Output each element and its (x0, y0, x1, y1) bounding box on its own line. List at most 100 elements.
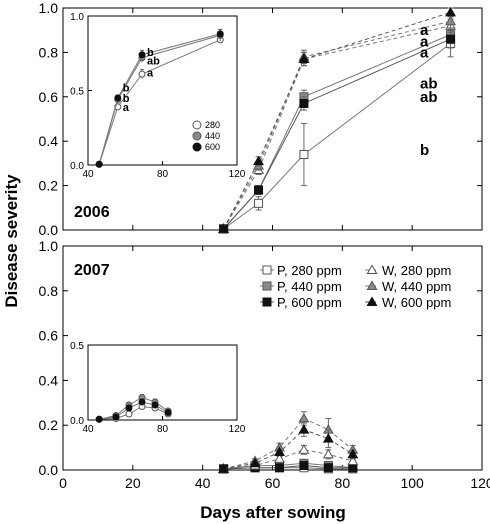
data-point (218, 223, 230, 233)
inset-y-tick-label: 0.0 (70, 416, 84, 427)
inset-x-tick-label: 80 (157, 424, 169, 435)
inset-series-line (98, 33, 221, 165)
y-tick-label: 0.2 (39, 417, 59, 433)
inset-legend-label: 600 (205, 142, 220, 152)
significance-letter: ab (420, 75, 438, 92)
y-tick-label: 0.0 (39, 222, 59, 238)
data-point (446, 34, 456, 44)
legend-label: W, 600 ppm (382, 295, 451, 310)
inset-significance-letter: a (147, 68, 154, 80)
legend-label: P, 600 ppm (277, 295, 342, 310)
y-tick-label: 0.2 (39, 178, 59, 194)
inset-data-point (151, 401, 159, 409)
series-line (223, 43, 451, 230)
inset-data-point (125, 404, 133, 412)
significance-letter: a (420, 44, 429, 61)
inset-series-line (98, 39, 221, 165)
inset-data-point (138, 51, 146, 59)
panel-2007-inset: 0.0 0.5 40 80 120 (70, 341, 246, 435)
inset-legend-label: 440 (205, 131, 220, 141)
data-point (298, 424, 310, 434)
y-tick-label: 0.0 (39, 462, 59, 478)
inset-data-point (95, 415, 103, 423)
series-5 (218, 6, 457, 233)
y-tick-label: 0.8 (39, 283, 59, 299)
inset-data-point (138, 398, 146, 406)
data-point (347, 455, 359, 465)
inset-x-tick-label: 80 (157, 169, 169, 180)
data-point (347, 448, 359, 459)
x-tick-label: 40 (195, 475, 211, 491)
data-point (298, 53, 310, 64)
data-point (249, 457, 261, 468)
y-tick-label: 1.0 (39, 0, 59, 16)
inset-x-tick-label: 120 (229, 169, 246, 180)
inset-data-point (112, 413, 120, 421)
series-line (223, 25, 451, 230)
x-tick-label: 60 (265, 475, 281, 491)
series-3 (218, 444, 359, 473)
series-line (223, 20, 451, 230)
inset-legend-marker (192, 131, 202, 141)
inset-significance-letter: a (123, 102, 130, 114)
data-point (445, 6, 457, 17)
data-point (323, 463, 333, 473)
panel-2007: 0.0 0.2 0.4 0.6 0.8 1.0 0 20 40 60 80 100 120 2007 0.0… (39, 238, 490, 491)
x-tick-label: 20 (125, 475, 141, 491)
data-point (299, 461, 309, 471)
y-tick-label: 0.8 (39, 44, 59, 60)
inset-frame (87, 15, 238, 166)
legend-marker (366, 264, 378, 274)
inset-data-point (216, 30, 224, 38)
x-tick-label: 0 (59, 475, 67, 491)
data-point (218, 463, 230, 473)
series-line (223, 429, 354, 470)
significance-letter: a (420, 22, 429, 39)
inset-data-point (164, 409, 172, 416)
x-tick-label: 80 (335, 475, 351, 491)
year-label: 2007 (74, 262, 110, 279)
significance-letter: ab (420, 89, 438, 106)
data-point (322, 433, 334, 443)
y-tick-label: 1.0 (39, 238, 59, 254)
inset-x-tick-label: 40 (82, 169, 94, 180)
inset-series-600 (95, 398, 172, 423)
inset-data-point (114, 94, 122, 102)
data-point (299, 150, 309, 160)
legend-label: P, 280 ppm (277, 263, 342, 278)
legend-marker (262, 265, 272, 275)
inset-significance-letter: b (123, 83, 130, 95)
series-5 (218, 422, 359, 473)
inset-y-tick-label: 0.0 (70, 161, 84, 172)
data-point (299, 98, 309, 108)
legend-marker (262, 281, 272, 291)
legend-marker (366, 280, 378, 290)
legend-label: W, 280 ppm (382, 263, 451, 278)
data-point (274, 446, 285, 457)
data-point (274, 453, 285, 463)
panel-2006: 0.00.20.40.60.81.02006aaaababb0.00.51.04… (39, 0, 483, 238)
x-tick-label: 100 (400, 475, 424, 491)
data-point (322, 448, 334, 459)
legend-marker (366, 296, 378, 306)
inset-y-tick-label: 1.0 (70, 12, 84, 23)
inset-data-point (125, 410, 133, 418)
data-point (254, 198, 264, 208)
y-tick-label: 0.6 (39, 328, 59, 344)
data-point (253, 155, 264, 166)
inset-legend-label: 280 (205, 120, 220, 130)
inset-significance-letter: b (147, 47, 154, 59)
inset-significance-letter: b (123, 93, 130, 105)
inset-legend-marker (192, 142, 202, 152)
y-tick-label: 0.4 (39, 133, 59, 149)
data-point (298, 412, 310, 423)
data-point (254, 185, 264, 195)
series-4 (218, 411, 359, 473)
legend-marker (262, 297, 272, 307)
series-line (223, 38, 451, 230)
series-line (223, 449, 353, 470)
y-tick-label: 0.4 (39, 372, 59, 388)
